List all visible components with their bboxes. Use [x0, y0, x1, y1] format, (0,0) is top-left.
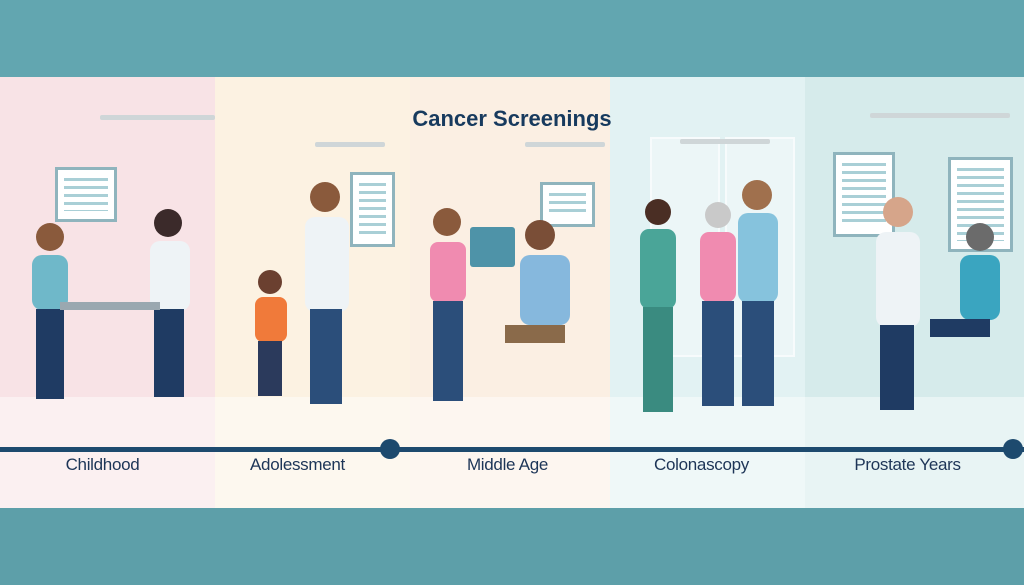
- person-figure: [32, 180, 1000, 412]
- people-illustrations: [32, 180, 1000, 412]
- timeline-marker: [1003, 439, 1023, 459]
- stage-label-childhood: Childhood: [65, 455, 140, 474]
- bottom-band: [0, 508, 1024, 585]
- panel-middle-age: [410, 77, 610, 508]
- top-band: [0, 0, 1024, 77]
- illustration-stage: Childhood Adolessment Middle Age Colonas…: [0, 77, 1024, 508]
- stage-label-middle-age: Middle Age: [466, 455, 549, 474]
- panel-adolescence: [215, 77, 410, 508]
- timeline-marker: [380, 439, 400, 459]
- page-title: Cancer Screenings: [412, 106, 612, 131]
- stage-label-colonoscopy: Colonascopy: [654, 455, 749, 474]
- stage-label-adolescence: Adolessment: [250, 455, 345, 474]
- timeline-line: [0, 447, 1024, 452]
- stage-label-prostate-years: Prostate Years: [854, 455, 961, 474]
